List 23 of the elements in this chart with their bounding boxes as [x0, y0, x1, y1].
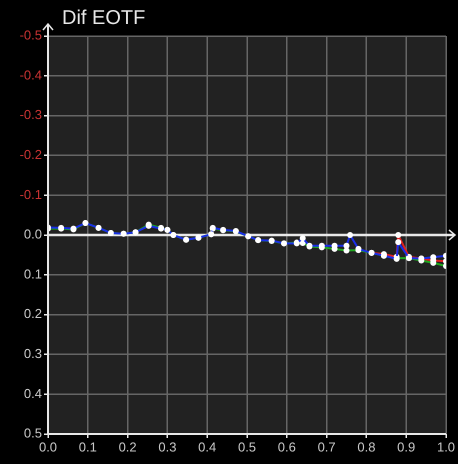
- x-tick-label: 0.2: [118, 439, 137, 454]
- x-tick-label: 0.0: [38, 439, 58, 454]
- y-tick-label: -0.2: [20, 146, 42, 162]
- x-tick-label: 0.8: [357, 439, 376, 454]
- x-tick-label: 1.0: [436, 439, 456, 454]
- y-tick-label: 0.2: [24, 306, 42, 322]
- x-tick-label: 0.9: [397, 439, 416, 454]
- x-tick-label: 0.3: [158, 439, 176, 454]
- x-tick-label: 0.4: [198, 439, 216, 454]
- y-tick-label: -0.5: [20, 28, 42, 43]
- x-tick-label: 0.6: [278, 439, 296, 454]
- x-tick-label: 0.7: [318, 439, 336, 454]
- y-tick-label: -0.3: [20, 107, 42, 122]
- y-tick-label: -0.4: [20, 67, 42, 82]
- y-tick-label: 0.3: [24, 346, 42, 361]
- y-tick-label: -0.1: [20, 186, 42, 202]
- x-tick-label: 0.1: [78, 439, 97, 454]
- x-tick-label: 0.5: [238, 439, 256, 454]
- y-tick-label: 0.5: [24, 426, 42, 441]
- y-tick-label: 0.4: [24, 386, 42, 401]
- y-tick-label: 0.0: [24, 226, 42, 242]
- chart-title: Dif EOTF: [62, 7, 146, 29]
- y-tick-label: 0.1: [24, 266, 42, 282]
